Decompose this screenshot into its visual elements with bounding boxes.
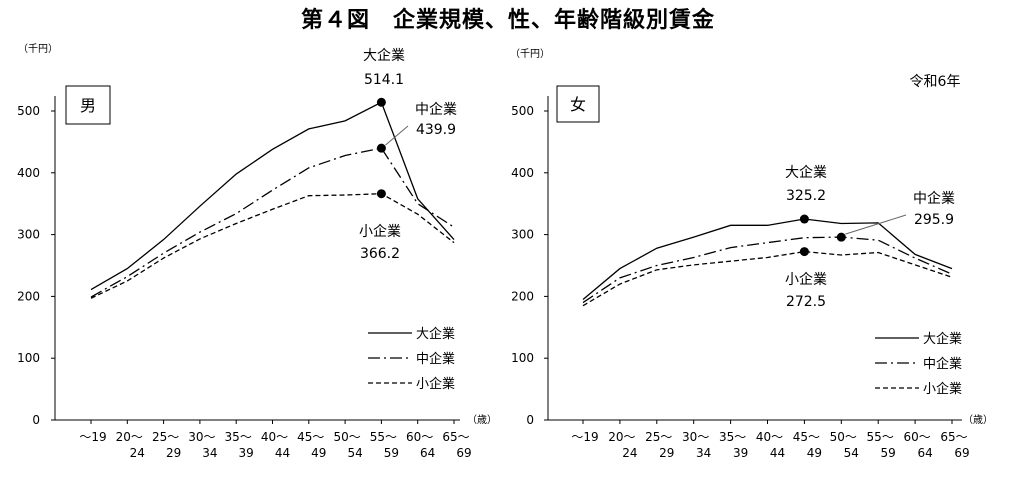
x-tick-label: 40～: [756, 430, 783, 444]
x-tick-label: 39: [239, 446, 254, 460]
x-tick-label: 54: [347, 446, 362, 460]
legend-label: 小企業: [923, 381, 962, 397]
data-label: 366.2: [360, 246, 400, 262]
x-tick-label: 60～: [903, 430, 930, 444]
data-point-marker: [836, 232, 846, 242]
x-tick-label: ～19: [571, 430, 598, 444]
x-tick-label: 35～: [719, 430, 746, 444]
x-tick-label: 39: [733, 446, 748, 460]
leader-line: [385, 125, 409, 146]
chart-panel-male: 男 （千円） （歳） 0 100 200 300 400 500 ～19 20～ 24 25～ 29…: [17, 43, 497, 460]
x-tick-label: 50～: [333, 430, 360, 444]
data-point-marker: [799, 214, 809, 224]
x-tick-label: 55～: [370, 430, 397, 444]
annotation-name: 大企業: [785, 164, 827, 181]
y-tick-label: 0: [32, 413, 40, 427]
data-label: 514.1: [364, 72, 404, 88]
y-tick-label: 400: [511, 166, 534, 180]
data-point-marker: [376, 189, 386, 199]
annotation-name: 大企業: [363, 47, 405, 64]
series-line-大企業: [90, 101, 455, 291]
annotation-name: 中企業: [415, 101, 457, 118]
x-tick-label: 49: [311, 446, 326, 460]
x-unit-label: （歳）: [467, 414, 497, 426]
x-tick-label: 25～: [645, 430, 672, 444]
x-tick-label: 64: [917, 446, 932, 460]
x-tick-label: 44: [770, 446, 785, 460]
data-label: 325.2: [786, 188, 826, 204]
annotation-name: 中企業: [913, 190, 955, 207]
x-tick-label: 54: [844, 446, 859, 460]
figure-title: 第４図 企業規模、性、年齢階級別賃金: [300, 8, 715, 33]
panel-label-box: [65, 85, 111, 125]
data-point-marker: [799, 247, 809, 257]
x-tick-label: 60～: [406, 430, 433, 444]
x-tick-label: 20～: [608, 430, 635, 444]
x-tick-label: 59: [881, 446, 896, 460]
chart-panel-female: 女 （千円） （歳） 0 100 200 300 400 500 ～19 20～ 24 25～ 29…: [510, 48, 993, 460]
data-label: 439.9: [416, 122, 456, 138]
y-tick-label: 500: [17, 104, 40, 118]
x-tick-label: 20～: [116, 430, 143, 444]
legend-label: 中企業: [923, 356, 962, 372]
y-tick-label: 400: [17, 166, 40, 180]
data-label: 272.5: [786, 294, 826, 310]
x-tick-label: 25～: [152, 430, 179, 444]
x-tick-label: 44: [275, 446, 290, 460]
series-line-大企業: [582, 218, 953, 300]
x-tick-label: 59: [384, 446, 399, 460]
x-tick-label: 45～: [297, 430, 324, 444]
series-line-中企業: [90, 147, 455, 298]
legend-label: 中企業: [416, 351, 455, 367]
panel-label: 男: [80, 96, 96, 115]
x-tick-label: 35～: [225, 430, 252, 444]
x-tick-label: 65～: [940, 430, 967, 444]
data-label: 295.9: [914, 212, 954, 228]
y-tick-label: 200: [511, 289, 534, 303]
x-tick-label: 69: [456, 446, 471, 460]
x-tick-label: 30～: [682, 430, 709, 444]
y-unit-label: （千円）: [510, 48, 550, 60]
annotation-name: 小企業: [359, 223, 401, 240]
panel-label: 女: [570, 95, 586, 114]
x-tick-label: 30～: [188, 430, 215, 444]
x-tick-label: 69: [954, 446, 969, 460]
series-line-小企業: [582, 250, 953, 307]
x-tick-label: 45～: [793, 430, 820, 444]
legend-label: 大企業: [923, 331, 962, 347]
y-unit-label: （千円）: [18, 43, 58, 55]
x-tick-label: 29: [659, 446, 674, 460]
y-tick-label: 500: [511, 104, 534, 118]
leader-line: [845, 214, 907, 235]
y-tick-label: 100: [511, 351, 534, 365]
x-tick-label: 34: [696, 446, 711, 460]
series-line-小企業: [90, 193, 455, 299]
x-tick-label: 64: [420, 446, 435, 460]
x-tick-label: 24: [130, 446, 145, 460]
x-tick-label: 65～: [442, 430, 469, 444]
data-point-marker: [376, 97, 386, 107]
x-tick-label: 34: [202, 446, 217, 460]
y-tick-label: 0: [526, 413, 534, 427]
x-tick-label: 29: [166, 446, 181, 460]
legend-label: 大企業: [416, 326, 455, 342]
x-tick-label: ～19: [79, 430, 106, 444]
x-unit-label: （歳）: [963, 414, 993, 426]
data-point-marker: [376, 143, 386, 153]
panel-label-box: [556, 85, 600, 123]
series-line-中企業: [582, 236, 953, 304]
x-tick-label: 40～: [261, 430, 288, 444]
x-tick-label: 24: [622, 446, 637, 460]
x-tick-label: 49: [807, 446, 822, 460]
y-tick-label: 300: [17, 228, 40, 242]
x-tick-label: 55～: [867, 430, 894, 444]
year-note: 令和6年: [910, 74, 961, 90]
annotation-name: 小企業: [785, 271, 827, 288]
y-tick-label: 200: [17, 289, 40, 303]
x-tick-label: 50～: [830, 430, 857, 444]
y-tick-label: 300: [511, 228, 534, 242]
legend-label: 小企業: [416, 376, 455, 392]
y-tick-label: 100: [17, 351, 40, 365]
